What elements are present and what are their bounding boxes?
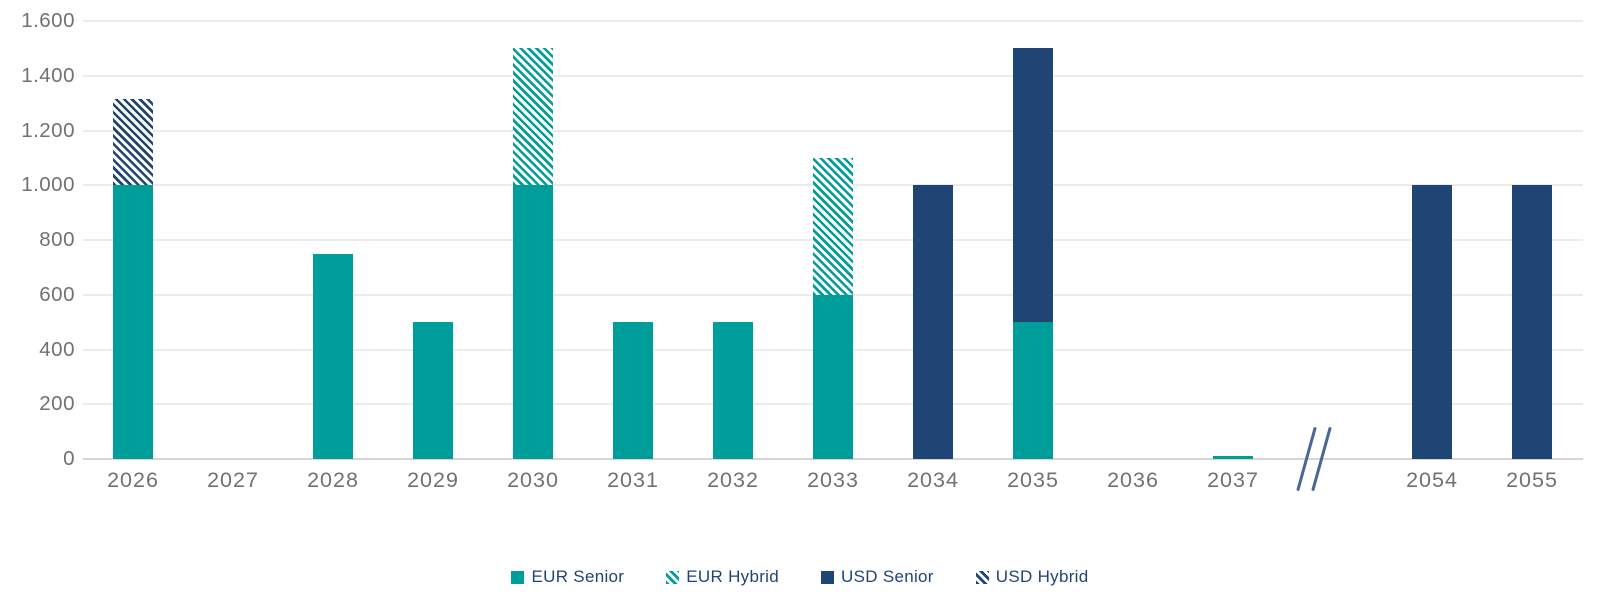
x-axis-label-2031: 2031 — [607, 468, 659, 492]
bar-eur-senior-2035 — [1013, 322, 1053, 459]
x-axis-label-2035: 2035 — [1007, 468, 1059, 492]
y-axis-label-0: 0 — [63, 447, 75, 470]
bar-eur-senior-2031 — [613, 322, 653, 459]
x-axis-label-2029: 2029 — [407, 468, 459, 492]
bar-eur-senior-2029 — [413, 322, 453, 459]
bar-eur-senior-2028 — [313, 253, 353, 459]
bar-usd-senior-2054 — [1412, 185, 1452, 459]
legend-swatch-usd-senior — [821, 570, 834, 584]
bar-eur-hybrid-2030 — [513, 48, 553, 186]
y-axis-label-1.200: 1.200 — [21, 118, 75, 142]
bar-eur-senior-2030 — [513, 185, 553, 459]
legend-swatch-eur-senior — [511, 570, 525, 584]
y-axis-label-800: 800 — [39, 228, 75, 251]
bar-eur-senior-2026 — [113, 185, 153, 459]
legend: EUR Senior EUR Hybrid USD Senior USD Hybrid — [0, 567, 1600, 587]
y-axis-label-1.400: 1.400 — [21, 63, 75, 87]
bar-usd-hybrid-2026 — [113, 99, 153, 186]
legend-label-eur-hybrid: EUR Hybrid — [686, 567, 779, 586]
legend-label-usd-senior: USD Senior — [841, 567, 934, 586]
legend-item-usd-hybrid: USD Hybrid — [975, 567, 1089, 587]
x-axis-label-2027: 2027 — [207, 468, 259, 492]
y-axis-label-400: 400 — [39, 337, 75, 361]
x-axis-label-2037: 2037 — [1207, 468, 1259, 492]
y-axis-label-600: 600 — [39, 282, 75, 306]
bar-eur-senior-2033 — [813, 294, 853, 459]
bar-eur-hybrid-2033 — [813, 157, 853, 295]
gridline-1600 — [83, 20, 1583, 22]
x-axis-label-2036: 2036 — [1107, 468, 1159, 492]
bar-usd-senior-2034 — [913, 185, 953, 459]
x-axis-label-2054: 2054 — [1406, 468, 1458, 492]
bar-eur-senior-2037 — [1213, 456, 1253, 460]
y-axis-label-200: 200 — [39, 392, 75, 416]
bar-usd-senior-2035 — [1013, 48, 1053, 323]
legend-item-usd-senior: USD Senior — [821, 567, 934, 587]
gridline-0 — [83, 458, 1583, 460]
x-axis-label-2032: 2032 — [707, 468, 759, 492]
legend-label-usd-hybrid: USD Hybrid — [995, 567, 1089, 586]
y-axis-label-1.000: 1.000 — [21, 173, 75, 197]
legend-swatch-eur-hybrid — [666, 570, 680, 584]
x-axis-label-2028: 2028 — [307, 468, 359, 492]
legend-label-eur-senior: EUR Senior — [531, 567, 625, 586]
x-axis-label-2030: 2030 — [507, 468, 559, 492]
gridline-1400 — [83, 74, 1583, 77]
bar-usd-senior-2055 — [1512, 185, 1552, 459]
legend-item-eur-senior: EUR Senior — [511, 567, 624, 587]
gridline-1200 — [83, 129, 1583, 132]
x-axis-label-2034: 2034 — [907, 468, 959, 492]
x-axis-label-2026: 2026 — [107, 468, 159, 492]
y-axis-label-1.600: 1.600 — [21, 9, 75, 32]
legend-item-eur-hybrid: EUR Hybrid — [666, 567, 779, 587]
x-axis-label-2055: 2055 — [1506, 468, 1558, 492]
plot-area: 0 200 400 600 800 1.000 1.200 1.400 1.600 2026 202… — [21, 9, 1583, 492]
legend-swatch-usd-hybrid — [975, 570, 989, 584]
bar-eur-senior-2032 — [713, 322, 753, 459]
x-axis-label-2033: 2033 — [807, 468, 859, 492]
